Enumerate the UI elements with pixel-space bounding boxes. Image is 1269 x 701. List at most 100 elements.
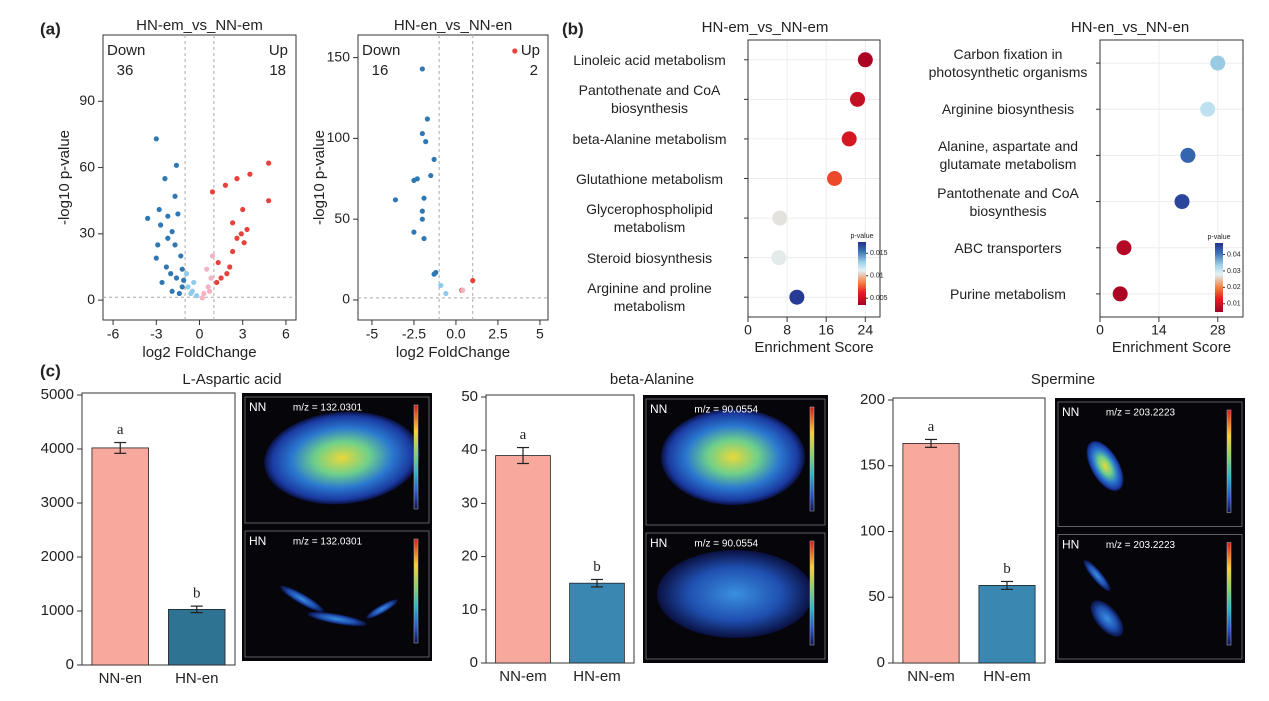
y-tick-label: Glycerophospholipid metabolism <box>586 201 713 236</box>
point <box>411 177 417 184</box>
image-label: NN <box>650 402 667 416</box>
plot-frame <box>81 392 236 666</box>
point <box>153 255 159 261</box>
tissue-signal <box>280 585 324 613</box>
error-bar <box>190 605 203 614</box>
image-mz: m/z = 203.2223 <box>1106 540 1176 551</box>
point <box>185 284 191 290</box>
image-frame <box>645 398 826 526</box>
x-tick-label: 5 <box>536 326 544 342</box>
point <box>172 193 178 199</box>
category-box: beta-Alanine metabolism <box>572 130 727 147</box>
x-tick-label: 0.0 <box>446 326 466 342</box>
point <box>165 235 171 241</box>
y-tick-label: Alanine, aspartate and glutamate metabol… <box>937 138 1079 173</box>
y-tick-label: Arginine and proline metabolism <box>587 280 712 315</box>
point <box>169 229 175 235</box>
point <box>392 197 399 203</box>
legend-label: Up <box>269 42 288 59</box>
dot <box>1210 55 1226 71</box>
y-tick-label: Linoleic acid metabolism <box>573 51 726 68</box>
x-tick-label: -6 <box>107 326 120 342</box>
bar <box>495 455 551 664</box>
image-mz: m/z = 90.0554 <box>694 539 758 550</box>
category-box: Alanine, aspartate and glutamate metabol… <box>937 138 1079 173</box>
colorbar-tick-label: 0.015 <box>870 250 888 257</box>
point <box>215 259 221 266</box>
image-panel <box>1055 530 1245 663</box>
point <box>199 295 205 301</box>
point <box>266 160 272 166</box>
category-box: Arginine and proline metabolism <box>587 280 712 315</box>
image-colorbar <box>413 538 419 644</box>
point <box>179 284 185 290</box>
plot-frame <box>357 34 549 321</box>
y-axis-label: -log10 p-value <box>311 130 328 225</box>
y-tick-label: 30 <box>79 225 95 241</box>
point <box>183 271 190 277</box>
x-tick-label: 24 <box>858 322 874 338</box>
y-tick-label: 5000 <box>41 386 74 403</box>
point <box>163 264 169 270</box>
point <box>419 216 425 222</box>
point <box>173 275 180 281</box>
point <box>214 279 220 286</box>
dot <box>1174 194 1190 210</box>
y-axis-label: -log10 p-value <box>56 130 73 225</box>
point <box>173 162 180 168</box>
significance-letter: a <box>520 427 527 443</box>
tissue-signal <box>264 411 420 505</box>
image-colorbar <box>809 540 815 646</box>
error-bar <box>591 578 603 588</box>
image-label: NN <box>1062 405 1079 419</box>
x-tick-label: -2.5 <box>402 326 426 342</box>
point <box>179 266 185 272</box>
y-tick-label: Glutathione metabolism <box>575 170 724 187</box>
category-box: ABC transporters <box>954 240 1061 256</box>
significance-letter: b <box>1003 561 1011 577</box>
tissue-signal <box>1086 440 1124 492</box>
y-tick-label: beta-Alanine metabolism <box>572 130 727 147</box>
count-label: 16 <box>372 62 389 79</box>
y-tick-label: Purine metabolism <box>950 285 1066 302</box>
dot <box>1112 286 1128 302</box>
dot <box>771 250 787 266</box>
colorbar-tick-label: 0.01 <box>870 273 884 280</box>
x-tick-label: -5 <box>366 326 379 342</box>
colorbar-tick-label: 0.02 <box>1227 284 1241 291</box>
category-box: Steroid biosynthesis <box>586 249 713 266</box>
image-label: HN <box>1062 538 1079 552</box>
tissue-signal <box>661 409 805 505</box>
plot-frame <box>892 397 1046 664</box>
image-frame <box>1057 534 1243 660</box>
point <box>470 277 476 284</box>
x-tick-label: HN-em <box>983 668 1031 685</box>
y-tick-label: Pantothenate and CoA biosynthesis <box>578 82 721 117</box>
chart-title: beta-Alanine <box>610 371 694 388</box>
image-label: HN <box>650 536 667 550</box>
image-label: NN <box>249 400 266 414</box>
point <box>230 220 236 226</box>
point <box>421 195 427 201</box>
point <box>188 290 194 297</box>
point <box>169 288 175 294</box>
x-axis-label: Enrichment Score <box>1112 339 1231 356</box>
count-label: 36 <box>117 62 134 79</box>
point <box>168 271 174 277</box>
chart-title: L-Aspartic acid <box>182 371 281 388</box>
category-box: Pantothenate and CoA biosynthesis <box>578 82 721 117</box>
point <box>431 156 437 163</box>
y-tick-label: Pantothenate and CoA biosynthesis <box>937 184 1079 219</box>
y-tick-label: Steroid biosynthesis <box>586 249 713 266</box>
point <box>208 275 214 281</box>
x-axis-label: log2 FoldChange <box>396 344 510 361</box>
point <box>158 222 164 228</box>
x-tick-label: NN-em <box>499 668 547 685</box>
point <box>227 264 233 270</box>
legend-label: Down <box>107 42 145 59</box>
y-tick-label: 50 <box>868 588 885 605</box>
x-tick-label: NN-en <box>99 670 142 687</box>
point <box>230 248 236 255</box>
